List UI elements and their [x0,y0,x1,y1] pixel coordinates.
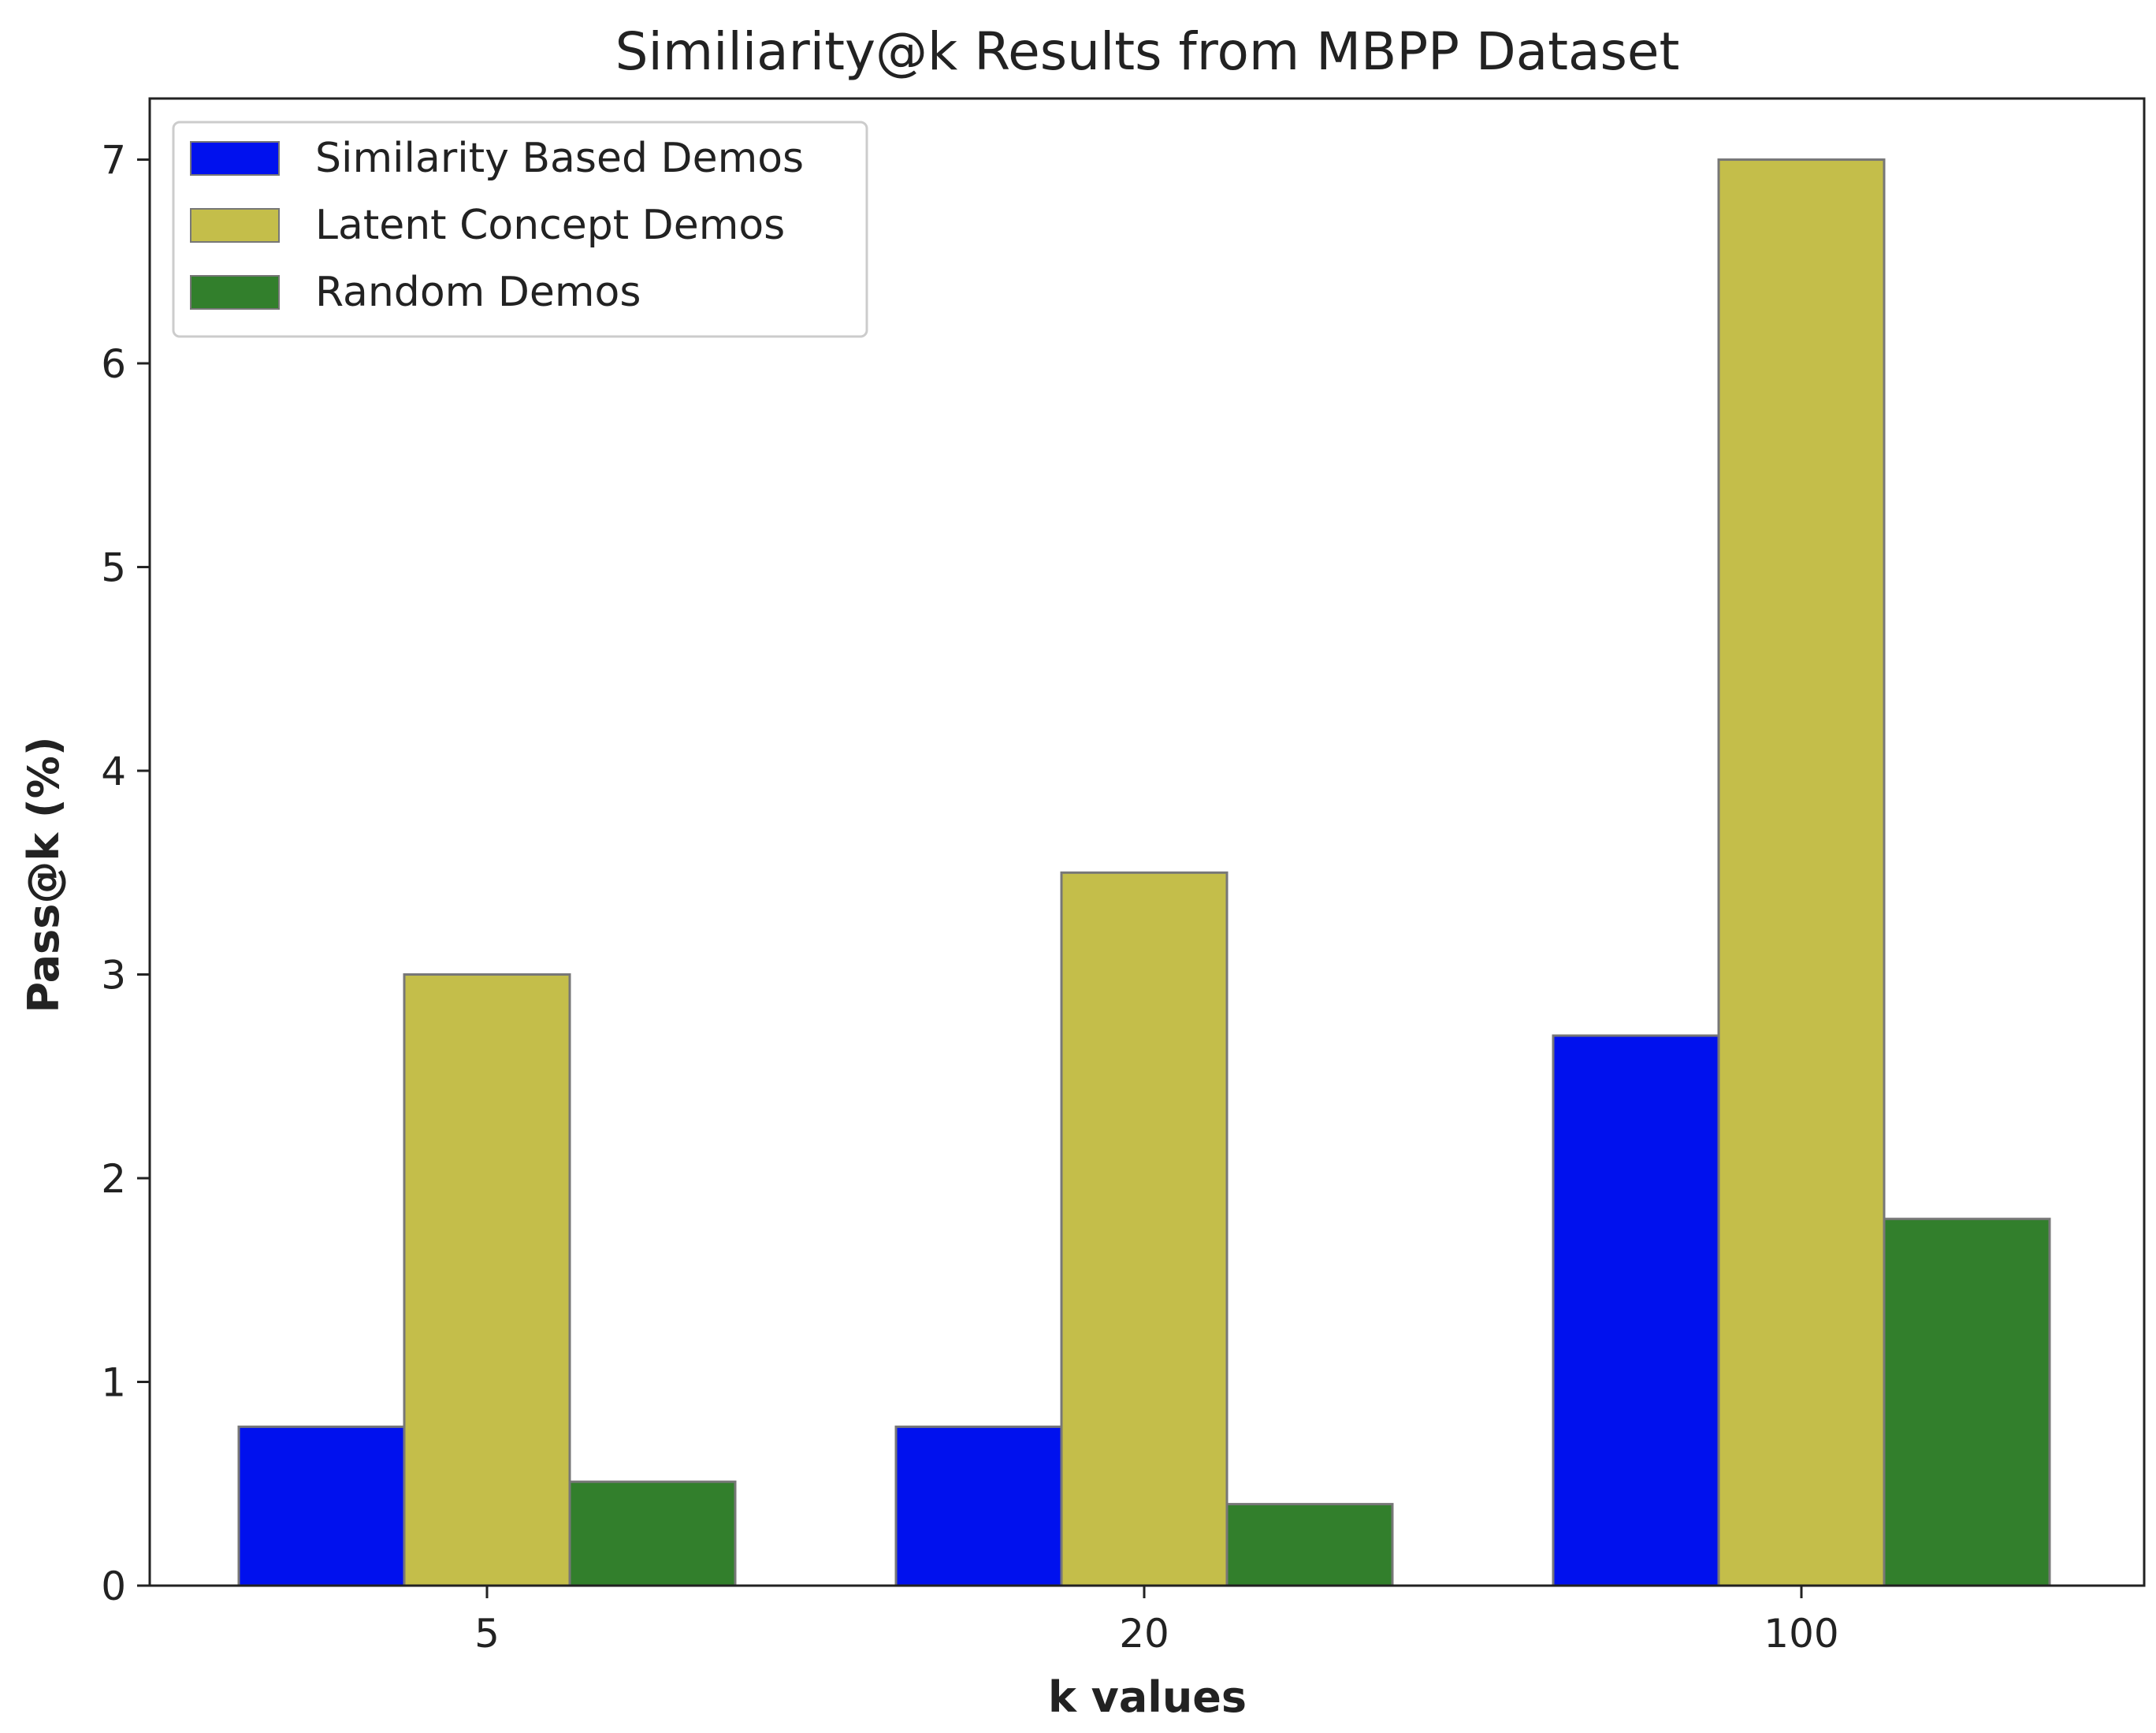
y-tick-label: 5 [101,545,126,591]
legend-swatch [190,208,280,243]
y-tick-label: 2 [101,1156,126,1202]
y-tick-label: 0 [101,1564,126,1609]
y-tick-label: 7 [101,138,126,184]
legend: Similarity Based Demos Latent Concept Dem… [172,121,868,338]
y-tick-label: 6 [101,341,126,387]
x-tick-label: 20 [1119,1611,1169,1657]
legend-swatch [190,141,280,176]
y-tick-label: 1 [101,1360,126,1406]
x-axis-label: k values [1048,1672,1247,1722]
y-axis-label: Pass@k (%) [19,736,69,1013]
legend-label: Similarity Based Demos [315,135,804,182]
bar-similarity-based-demos-k100 [1552,1034,1720,1587]
x-tick-label: 100 [1764,1611,1838,1657]
legend-swatch [190,275,280,310]
bars-layer [237,158,2051,1587]
bar-latent-concept-demos-k100 [1717,158,1886,1587]
x-tick-label: 5 [474,1611,500,1657]
legend-items: Similarity Based Demos Latent Concept Dem… [190,135,804,316]
y-axis-ticks: 0 1 2 3 4 5 6 7 [101,138,150,1609]
bar-latent-concept-demos-k5 [403,973,571,1587]
bar-similarity-based-demos-k20 [894,1425,1063,1587]
legend-box [172,121,868,338]
bar-random-demos-k20 [1225,1503,1394,1587]
chart-title: Similiarity@k Results from MBPP Dataset [615,21,1680,82]
bar-latent-concept-demos-k20 [1060,871,1229,1587]
bar-random-demos-k100 [1883,1218,2051,1587]
bar-random-demos-k5 [568,1480,737,1587]
x-axis-ticks: 5 20 100 [474,1586,1839,1657]
legend-label: Random Demos [315,269,641,316]
bar-similarity-based-demos-k5 [237,1425,406,1587]
plot-frame [148,97,2146,1587]
y-tick-label: 3 [101,953,126,999]
legend-label: Latent Concept Demos [315,202,785,249]
y-tick-label: 4 [101,749,126,794]
